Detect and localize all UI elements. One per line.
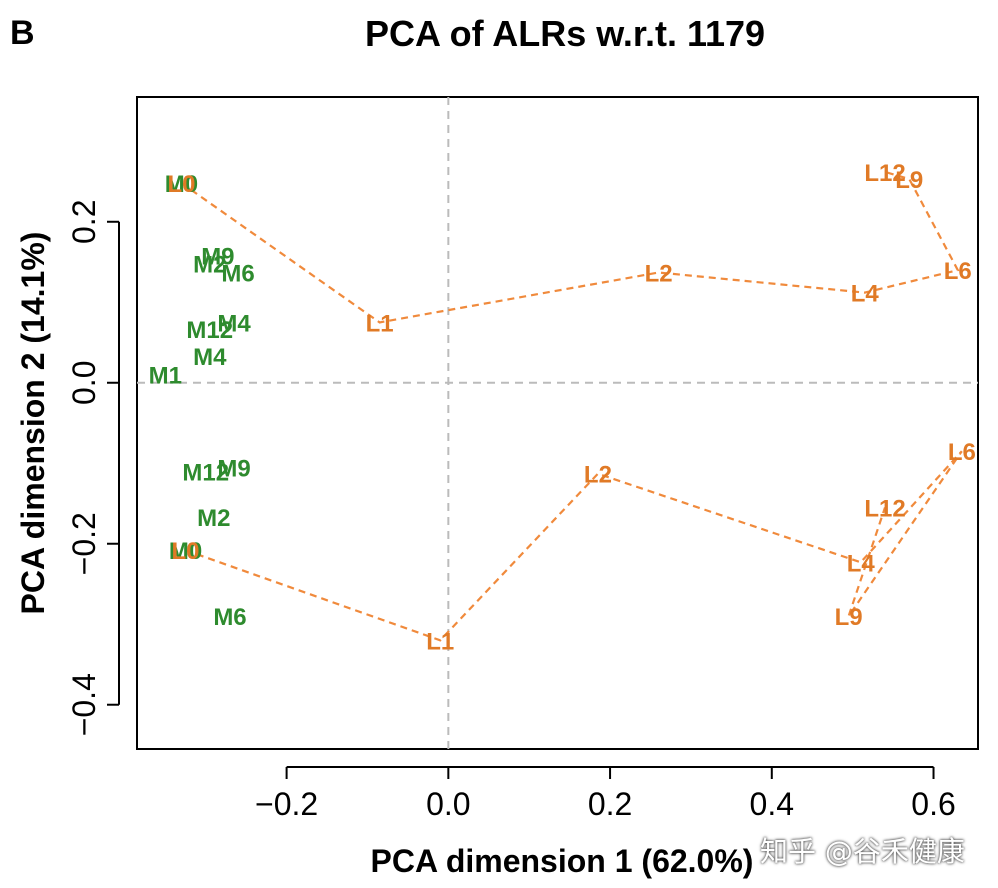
trajectory-upper: [180, 170, 960, 324]
point-label-m0: M0: [165, 171, 198, 198]
point-label-l4: L4: [847, 550, 876, 577]
reference-lines: [137, 97, 978, 749]
point-label-l2: L2: [584, 462, 612, 489]
point-label-l12: L12: [864, 496, 905, 523]
y-axis: −0.4 −0.2 0.0 0.2: [66, 200, 120, 736]
point-label-m12: M12: [182, 459, 229, 486]
point-label-l2: L2: [645, 260, 673, 287]
point-label-m9: M9: [217, 455, 250, 482]
point-labels: M0M9M2M6M4M12M4M1L0L1L2L4L6L9L12M9M12M2M…: [149, 160, 976, 655]
point-label-l1: L1: [426, 628, 454, 655]
point-label-l9: L9: [895, 167, 923, 194]
x-tick-label: −0.2: [255, 786, 318, 822]
point-label-m2: M2: [193, 252, 226, 279]
point-label-m6: M6: [213, 604, 246, 631]
y-tick-label: −0.2: [66, 512, 102, 575]
point-label-l4: L4: [851, 281, 880, 308]
x-tick-label: 0.6: [911, 786, 955, 822]
y-tick-label: −0.4: [66, 673, 102, 736]
y-tick-label: 0.2: [66, 200, 102, 244]
point-label-m1: M1: [149, 363, 182, 390]
plot-frame: [136, 96, 979, 750]
y-tick-label: 0.0: [66, 361, 102, 405]
chart-title: PCA of ALRs w.r.t. 1179: [365, 13, 765, 54]
trajectory-lines: [180, 170, 963, 642]
panel-label: B: [10, 14, 35, 52]
x-tick-label: 0.4: [750, 786, 794, 822]
x-tick-label: 0.0: [426, 786, 470, 822]
x-axis: −0.2 0.0 0.2 0.4 0.6: [255, 766, 956, 822]
y-axis-label: PCA dimension 2 (14.1%): [15, 232, 51, 615]
watermark: 知乎 @谷禾健康: [760, 835, 965, 868]
point-label-l6: L6: [948, 439, 976, 466]
point-label-l1: L1: [366, 310, 394, 337]
point-label-m12: M12: [186, 317, 233, 344]
point-label-m4: M4: [217, 310, 251, 337]
trajectory-lower: [185, 450, 963, 642]
point-label-m4: M4: [193, 344, 227, 371]
point-label-l6: L6: [944, 258, 972, 285]
point-label-m2: M2: [197, 505, 230, 532]
x-axis-label: PCA dimension 1 (62.0%): [371, 843, 754, 879]
point-label-m6: M6: [221, 260, 254, 287]
point-label-l9: L9: [835, 604, 863, 631]
x-tick-label: 0.2: [588, 786, 632, 822]
point-label-m9: M9: [201, 244, 234, 271]
point-label-m0: M0: [169, 538, 202, 565]
point-label-l0: L0: [167, 171, 195, 198]
point-label-l12: L12: [864, 160, 905, 187]
point-label-l0: L0: [172, 538, 200, 565]
